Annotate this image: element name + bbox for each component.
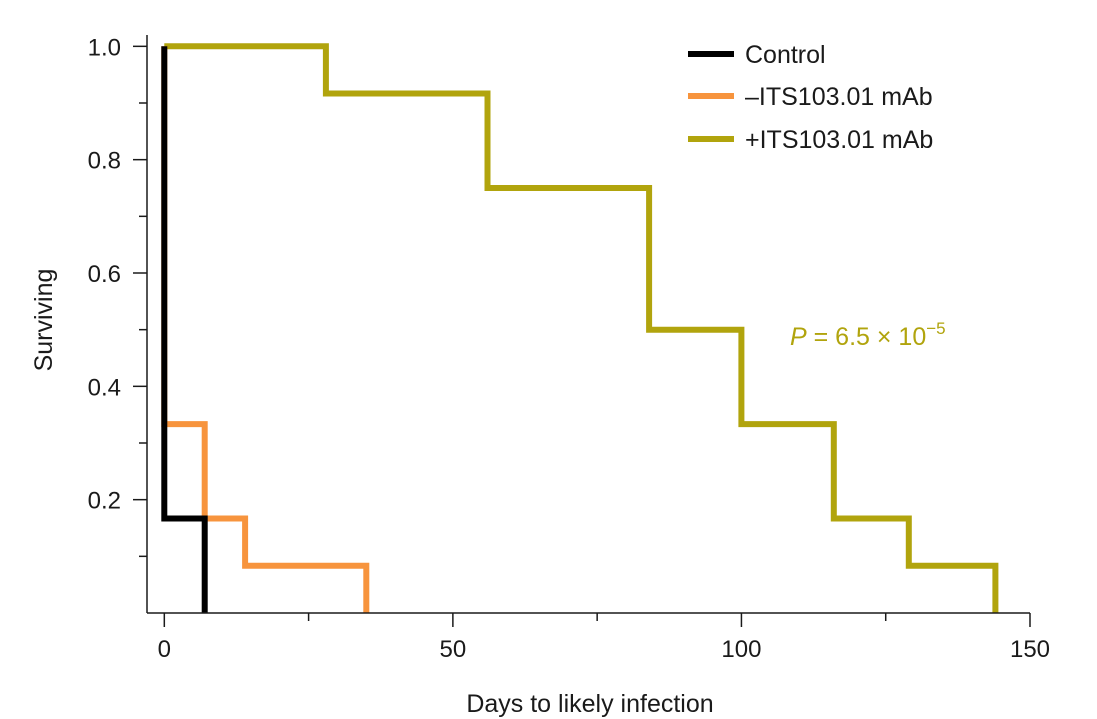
- p-value-text: = 6.5 × 10: [807, 323, 927, 351]
- y-tick-label: 0.6: [88, 261, 121, 288]
- axes-layer: 0 50 100 150 0.2 0.4 0.6 0.8 1.0: [88, 34, 1050, 663]
- x-tick-label: 0: [158, 636, 171, 663]
- legend-label-plus-its103: +ITS103.01 mAb: [745, 126, 933, 154]
- legend-label-control: Control: [745, 41, 826, 69]
- series-line-control: [161, 46, 208, 613]
- y-tick-label: 0.8: [88, 148, 121, 175]
- y-tick-label: 0.4: [88, 374, 121, 401]
- x-tick-label: 150: [1010, 636, 1050, 663]
- y-tick-label: 0.2: [88, 488, 121, 515]
- legend: Control –ITS103.01 mAb +ITS103.01 mAb: [688, 41, 933, 154]
- y-axis-label: Surviving: [30, 269, 58, 372]
- x-tick-label: 50: [440, 636, 467, 663]
- series-line-plus-its103: [164, 43, 999, 613]
- p-value-symbol: P: [790, 323, 807, 351]
- series-layer: [161, 43, 999, 613]
- x-axis-label: Days to likely infection: [466, 690, 713, 718]
- p-value-exponent: −5: [926, 319, 945, 338]
- x-tick-label: 100: [721, 636, 761, 663]
- legend-label-minus-its103: –ITS103.01 mAb: [745, 83, 933, 111]
- y-tick-label: 1.0: [88, 34, 121, 61]
- series-line-minus-its103: [161, 46, 370, 613]
- p-value-annotation: P = 6.5 × 10−5: [790, 319, 946, 351]
